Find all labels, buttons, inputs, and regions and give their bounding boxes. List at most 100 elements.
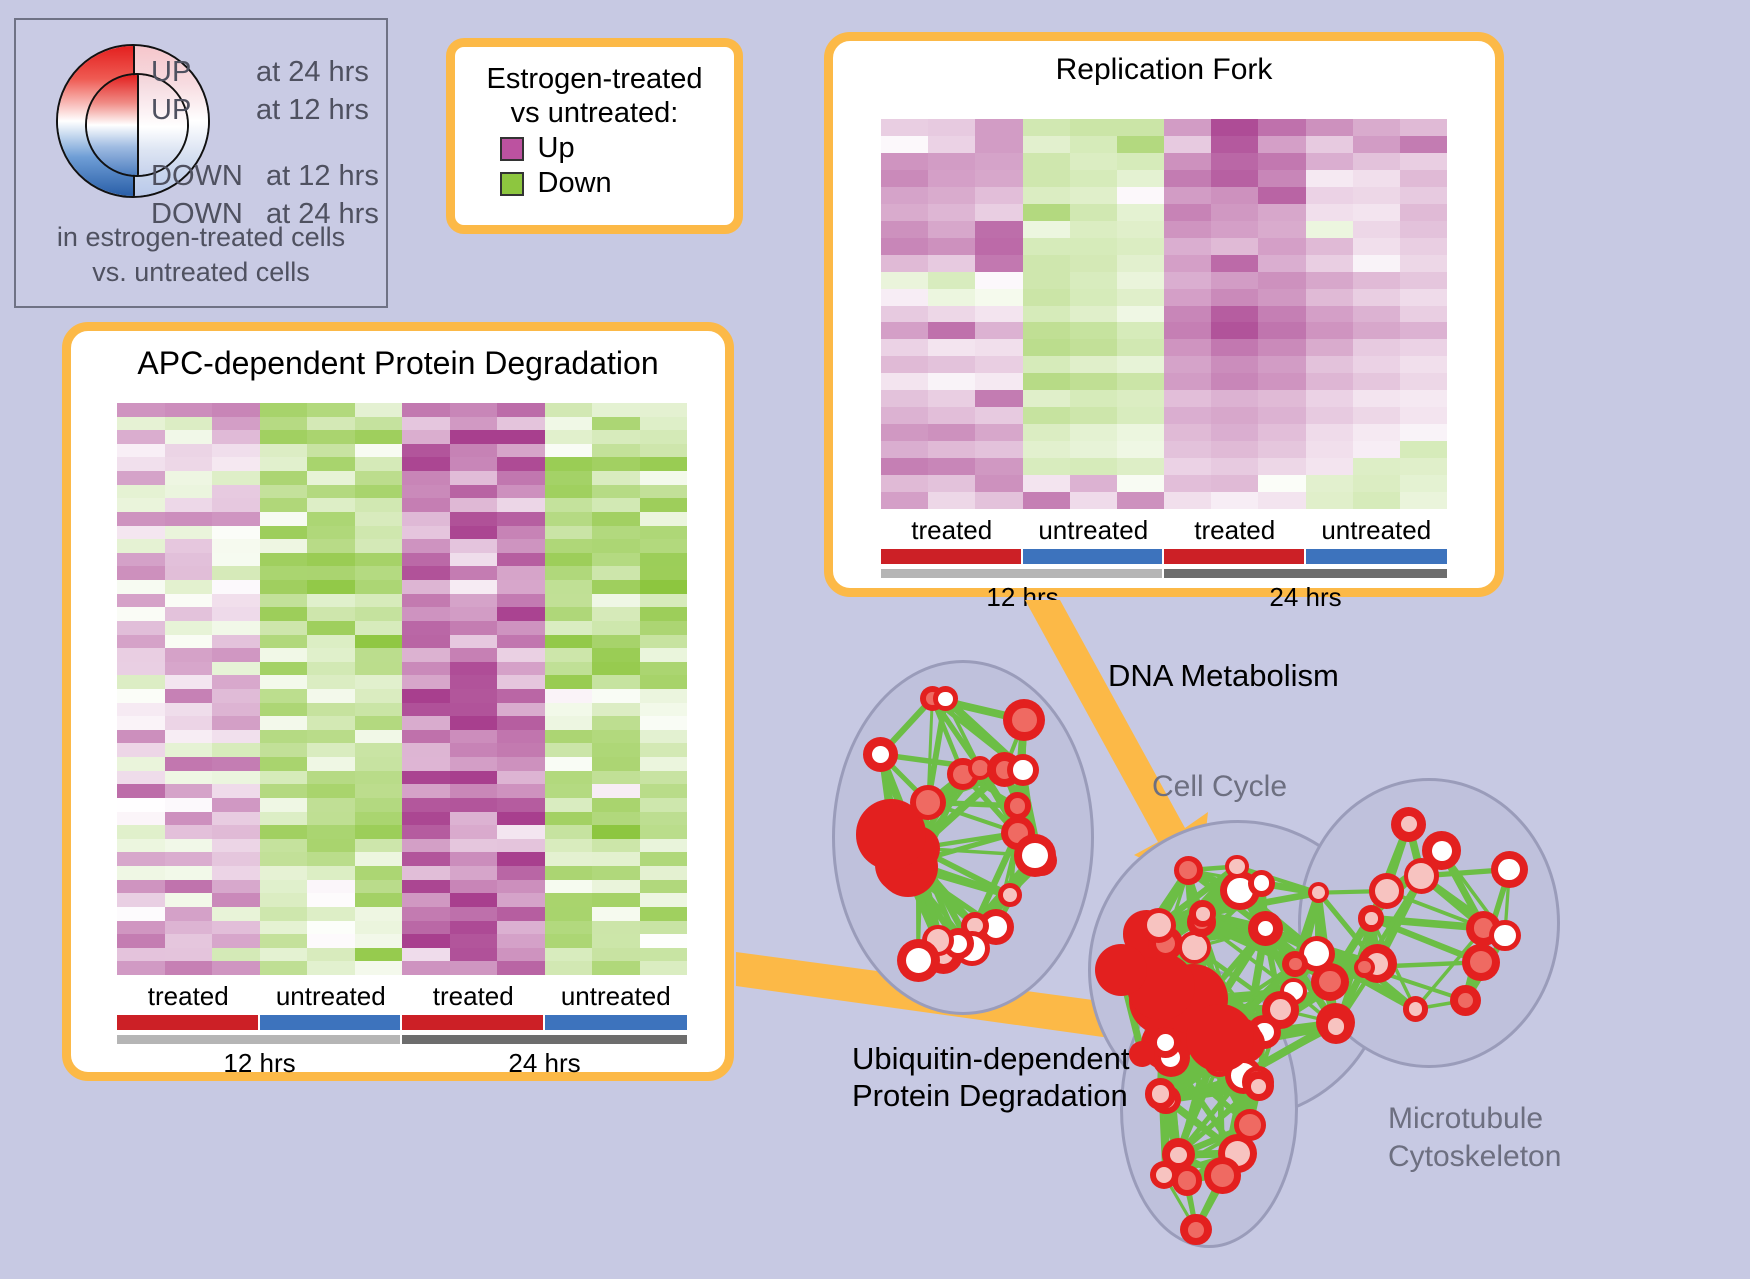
heatmap-cell xyxy=(975,339,1023,357)
heatmap-cell xyxy=(307,620,355,635)
heatmap-cell xyxy=(928,119,976,136)
network-node-core xyxy=(1253,875,1270,892)
heatmap-cell xyxy=(592,607,640,621)
heatmap-cell xyxy=(449,443,497,458)
heatmap-cell xyxy=(259,525,307,540)
heatmap-cell xyxy=(1352,119,1400,136)
heatmap-cell xyxy=(402,852,450,867)
heatmap-cell xyxy=(497,906,545,921)
heatmap-cell xyxy=(1116,424,1164,442)
heatmap-cell xyxy=(307,552,355,567)
heatmap-cell xyxy=(117,403,165,417)
heatmap-cell xyxy=(497,879,545,894)
heatmap-cell xyxy=(1258,186,1306,204)
heatmap-cell xyxy=(354,906,402,921)
heatmap-cell xyxy=(354,580,402,594)
heatmap-cell xyxy=(212,688,260,703)
heatmap-cell xyxy=(259,743,307,758)
heatmap-cell xyxy=(639,539,687,553)
up-color-swatch xyxy=(499,136,524,161)
heatmap-cell xyxy=(1305,322,1353,340)
heatmap-cell xyxy=(212,729,260,744)
heatmap-cell xyxy=(117,430,165,444)
legend-footer: in estrogen-treated cells vs. untreated … xyxy=(16,220,386,289)
heatmap-cell xyxy=(354,484,402,499)
heatmap-cell xyxy=(1164,220,1212,238)
heatmap-cell xyxy=(259,593,307,608)
heatmap-cell xyxy=(497,811,545,826)
heatmap-cell xyxy=(544,607,592,621)
heatmap-cell xyxy=(164,866,212,880)
heatmap-cell xyxy=(1211,237,1259,255)
heatmap-cell xyxy=(881,441,929,459)
heatmap-cell xyxy=(212,539,260,553)
network-node[interactable] xyxy=(1129,1041,1155,1067)
heatmap-cell xyxy=(1116,322,1164,340)
heatmap-cell xyxy=(449,675,497,689)
heatmap-cell xyxy=(354,934,402,948)
condition-bar-3 xyxy=(402,1015,545,1030)
network-nodes xyxy=(790,620,1750,1279)
heatmap-cell xyxy=(497,770,545,785)
heatmap-cell xyxy=(975,407,1023,425)
heatmap-cell xyxy=(497,403,545,417)
heatmap-cell xyxy=(449,757,497,771)
heatmap-cell xyxy=(354,811,402,826)
heatmap-cell xyxy=(164,906,212,921)
heatmap-cell xyxy=(354,852,402,867)
heatmap-cell xyxy=(117,920,165,935)
heatmap-cell xyxy=(497,675,545,689)
heatmap-cell xyxy=(117,934,165,948)
heatmap-cell xyxy=(402,593,450,608)
network-node-core xyxy=(1151,1085,1170,1103)
heatmap-cell xyxy=(881,186,929,204)
heatmap-cell xyxy=(592,716,640,730)
heatmap-cell xyxy=(1258,475,1306,493)
heatmap-cell xyxy=(1116,475,1164,493)
heatmap-cell xyxy=(497,688,545,703)
network-node[interactable] xyxy=(1186,1004,1254,1072)
heatmap-cell xyxy=(1399,339,1447,357)
heatmap-cell xyxy=(1116,237,1164,255)
heatmap-cell xyxy=(354,457,402,472)
heatmap-cell xyxy=(307,688,355,703)
heatmap-cell xyxy=(402,498,450,512)
heatmap-cell xyxy=(1399,424,1447,442)
network-node-core xyxy=(1187,1221,1204,1238)
heatmap-cell xyxy=(307,443,355,458)
heatmap-cell xyxy=(881,373,929,391)
heatmap-cell xyxy=(259,688,307,703)
heatmap-cell xyxy=(1305,237,1353,255)
heatmap-cell xyxy=(164,716,212,730)
heatmap-cell xyxy=(497,852,545,867)
heatmap-cell xyxy=(544,648,592,662)
heatmap-cell xyxy=(497,457,545,472)
heatmap-cell xyxy=(1258,220,1306,238)
replication-time-labels: 12 hrs 24 hrs xyxy=(881,582,1447,613)
network-node-core xyxy=(1400,816,1417,833)
replication-fork-heatmap xyxy=(881,119,1447,509)
network-node-core xyxy=(1003,888,1018,903)
heatmap-cell xyxy=(117,811,165,826)
heatmap-cell xyxy=(1022,441,1070,459)
heatmap-cell xyxy=(402,675,450,689)
network-node-core xyxy=(1327,1018,1345,1035)
heatmap-cell xyxy=(1164,186,1212,204)
heatmap-cell xyxy=(1164,407,1212,425)
heatmap-cell xyxy=(354,770,402,785)
heatmap-cell xyxy=(402,648,450,662)
heatmap-cell xyxy=(1069,220,1117,238)
legend-time-down-24: at 24 hrs xyxy=(266,198,379,230)
heatmap-cell xyxy=(307,743,355,758)
heatmap-cell xyxy=(117,879,165,894)
heatmap-cell xyxy=(402,716,450,730)
cluster-label-cell-cycle: Cell Cycle xyxy=(1152,770,1288,803)
condition-label-4: untreated xyxy=(1321,515,1432,545)
heatmap-cell xyxy=(639,838,687,853)
heatmap-cell xyxy=(402,661,450,676)
heatmap-cell xyxy=(402,757,450,771)
heatmap-cell xyxy=(402,893,450,907)
heatmap-cell xyxy=(592,566,640,581)
network-node[interactable] xyxy=(1095,944,1147,996)
heatmap-cell xyxy=(354,416,402,431)
